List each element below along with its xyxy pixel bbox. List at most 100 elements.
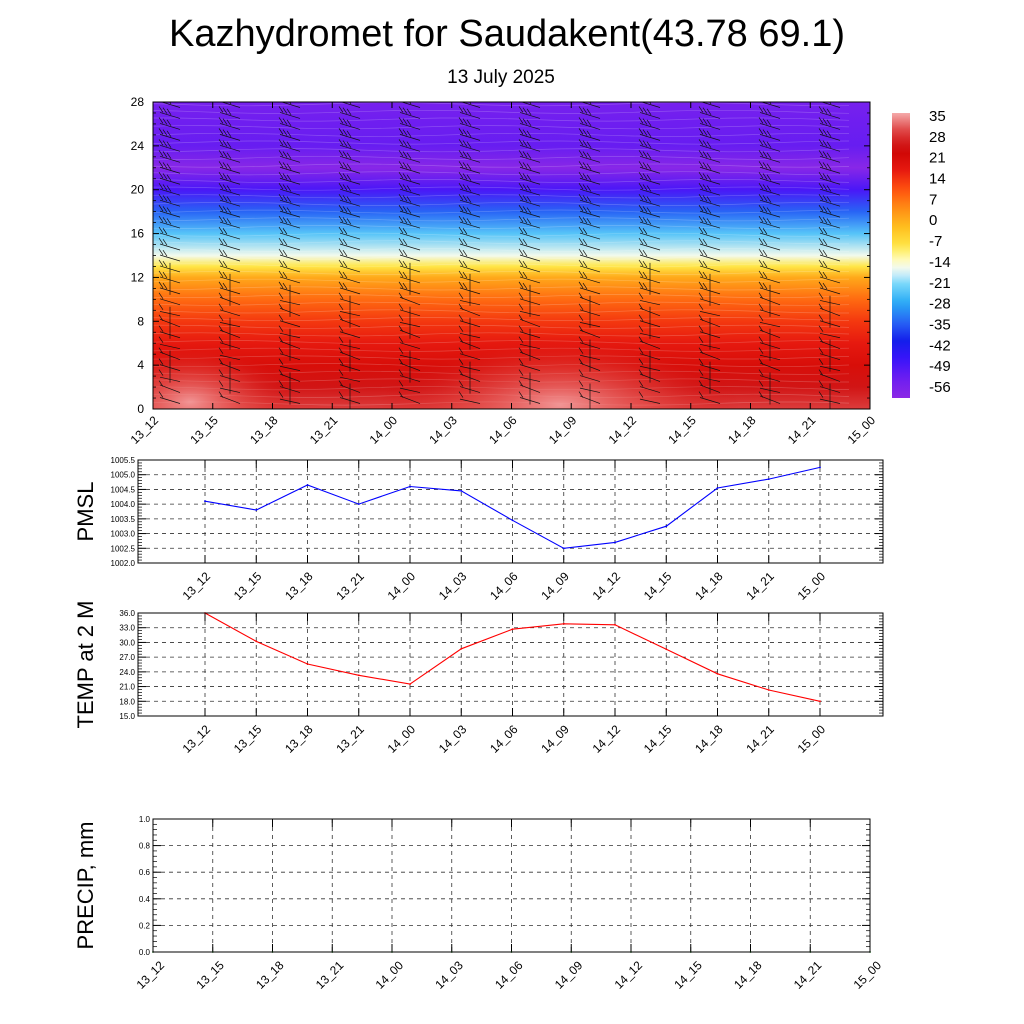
data-point bbox=[716, 672, 719, 675]
wind-barb bbox=[398, 150, 421, 163]
x-tick-label: 14_09 bbox=[552, 958, 586, 992]
wind-barb bbox=[698, 183, 721, 196]
contour-line bbox=[153, 278, 850, 283]
wind-barb bbox=[578, 369, 601, 382]
wind-barb bbox=[218, 117, 241, 130]
x-tick-label: 14_18 bbox=[725, 413, 759, 447]
x-tick-label: 14_03 bbox=[432, 958, 466, 992]
contour-line bbox=[153, 132, 850, 137]
wind-barb bbox=[218, 183, 241, 196]
wind-barb bbox=[278, 226, 301, 240]
wind-barb bbox=[698, 237, 721, 251]
wind-barb bbox=[158, 161, 181, 174]
wind-barb bbox=[458, 226, 481, 240]
wind-barb bbox=[158, 262, 181, 295]
data-point bbox=[460, 647, 463, 650]
wind-barb bbox=[758, 314, 781, 328]
data-point bbox=[306, 484, 309, 486]
y-tick-label: 1004.5 bbox=[111, 485, 136, 494]
wind-barb bbox=[518, 117, 541, 130]
wind-barb bbox=[638, 391, 661, 404]
wind-barb bbox=[698, 314, 721, 328]
wind-barb bbox=[818, 295, 841, 328]
wind-barb bbox=[218, 193, 241, 207]
wind-barb bbox=[158, 193, 181, 207]
wind-barb bbox=[218, 314, 241, 328]
colorbar-label: -56 bbox=[929, 379, 951, 396]
wind-barb bbox=[698, 128, 721, 141]
wind-barb bbox=[758, 150, 781, 163]
contour-line bbox=[153, 171, 849, 176]
wind-barb bbox=[518, 172, 541, 185]
wind-barb bbox=[698, 270, 721, 284]
wind-barb bbox=[818, 161, 841, 174]
data-point bbox=[819, 700, 821, 703]
wind-barb bbox=[458, 150, 481, 163]
wind-barb bbox=[398, 350, 421, 383]
precip-panel: 0.0 0.2 0.4 0.6 0.8 1.0 13_12 13_15 13_18 13_21 14… bbox=[73, 815, 884, 992]
wind-barb bbox=[338, 193, 361, 207]
wind-barb bbox=[578, 172, 601, 185]
colorbar-labels: 35 28 21 14 7 0 -7 -14 -21 -28 -35 -42 -49 -56 bbox=[929, 108, 951, 396]
wind-barb bbox=[458, 172, 481, 185]
x-tick-label: 13_18 bbox=[282, 722, 316, 756]
wind-barb bbox=[518, 150, 541, 163]
wind-barb bbox=[698, 248, 721, 262]
wind-barb bbox=[758, 226, 781, 240]
wind-barb bbox=[278, 117, 301, 130]
wind-barb bbox=[278, 281, 301, 295]
wind-barb bbox=[818, 172, 841, 185]
wind-barb bbox=[278, 161, 301, 174]
contour-line bbox=[153, 294, 850, 299]
wind-barb bbox=[638, 215, 661, 229]
wind-barb bbox=[458, 347, 481, 360]
x-tick-label: 13_15 bbox=[231, 569, 265, 603]
contour-line bbox=[153, 286, 850, 291]
wind-barb bbox=[278, 193, 301, 207]
wind-barb bbox=[638, 161, 661, 174]
wind-barb bbox=[698, 391, 721, 404]
y-tick-label: 1002.5 bbox=[111, 544, 136, 553]
y-tick-label: 24.0 bbox=[119, 668, 135, 677]
wind-barb bbox=[398, 380, 421, 393]
wind-barb bbox=[638, 336, 661, 350]
contour-line bbox=[153, 232, 850, 237]
wind-barb bbox=[218, 215, 241, 229]
x-tick-label: 14_21 bbox=[785, 413, 819, 447]
wind-barb bbox=[758, 284, 781, 317]
wind-barb bbox=[758, 204, 781, 218]
data-point bbox=[357, 503, 360, 505]
wind-barb bbox=[578, 161, 601, 174]
wind-barb bbox=[518, 314, 541, 328]
wind-barb bbox=[458, 215, 481, 229]
wind-barb bbox=[758, 248, 781, 262]
x-tick-label: 13_12 bbox=[180, 722, 214, 756]
wind-barb bbox=[758, 193, 781, 207]
y-tick-label: 15.0 bbox=[119, 712, 135, 721]
x-tick-label: 14_21 bbox=[791, 958, 825, 992]
wind-barb bbox=[338, 292, 361, 306]
wind-barb bbox=[518, 259, 541, 273]
wind-barb bbox=[818, 183, 841, 196]
wind-barb bbox=[518, 106, 541, 119]
wind-barb bbox=[158, 391, 181, 404]
wind-barb bbox=[698, 358, 721, 371]
y-axis-title: PRECIP, mm bbox=[73, 822, 98, 950]
wind-barb bbox=[818, 226, 841, 240]
temperature-cross-section-panel: 0 4 8 12 16 20 24 28 13_12 13_15 13_18 13_21 14_00 1… bbox=[128, 95, 951, 447]
colorbar-label: 0 bbox=[929, 212, 937, 229]
wind-barb bbox=[638, 150, 661, 163]
x-tick-label: 15_00 bbox=[845, 413, 879, 447]
wind-barb bbox=[578, 336, 601, 350]
wind-barb bbox=[158, 172, 181, 185]
wind-barb bbox=[578, 237, 601, 251]
wind-barb bbox=[758, 117, 781, 130]
contour-line bbox=[153, 225, 850, 229]
y-tick-label: 1005.0 bbox=[111, 471, 136, 480]
wind-barb bbox=[698, 215, 721, 229]
y-tick-label: 1.0 bbox=[139, 815, 151, 824]
wind-barb bbox=[578, 215, 601, 229]
wind-barb bbox=[278, 128, 301, 141]
wind-barb bbox=[518, 328, 541, 361]
colorbar-label: -7 bbox=[929, 233, 942, 250]
